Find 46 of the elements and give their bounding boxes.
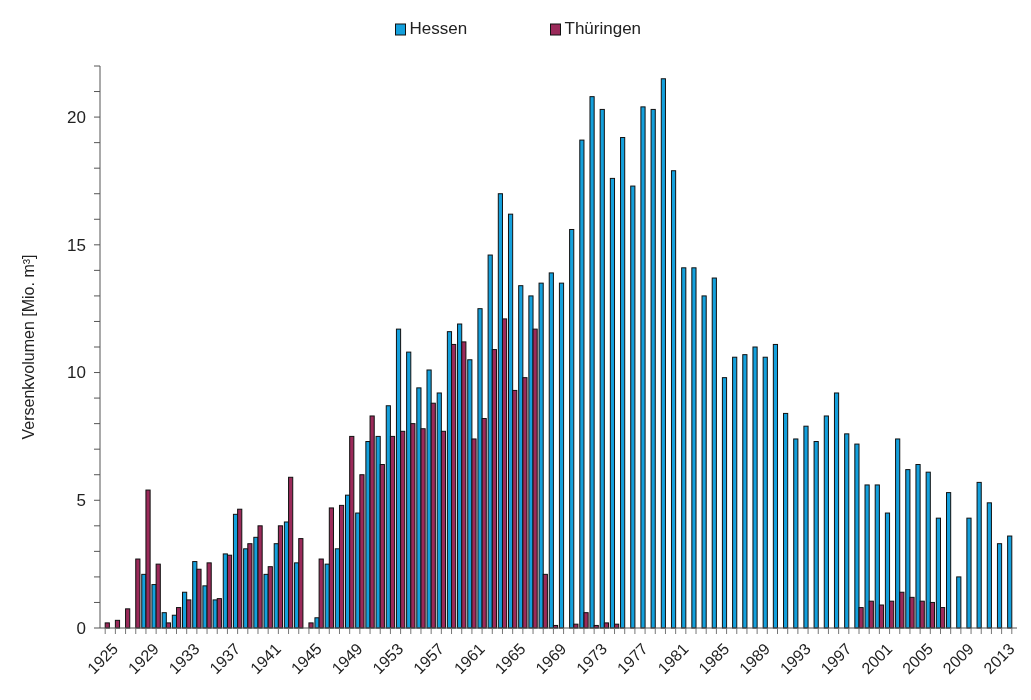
bar bbox=[135, 558, 141, 629]
bar bbox=[996, 543, 1003, 629]
bar bbox=[125, 608, 131, 629]
y-tick-label: 0 bbox=[76, 618, 86, 638]
bar bbox=[630, 185, 636, 629]
bar bbox=[966, 517, 972, 629]
bar bbox=[854, 443, 860, 629]
bar bbox=[833, 392, 840, 629]
bar bbox=[145, 489, 151, 629]
bar bbox=[237, 508, 243, 629]
bar bbox=[986, 502, 992, 629]
bar bbox=[691, 267, 697, 629]
bar bbox=[752, 346, 758, 629]
bar bbox=[956, 576, 962, 629]
bar bbox=[349, 435, 355, 629]
bar bbox=[701, 295, 707, 629]
y-tick-label: 5 bbox=[76, 491, 86, 511]
bar bbox=[732, 356, 738, 629]
bar bbox=[681, 267, 687, 629]
bar bbox=[1007, 535, 1013, 629]
bar bbox=[793, 438, 799, 629]
bar bbox=[823, 415, 829, 629]
y-tick-label: 15 bbox=[67, 235, 86, 255]
bar bbox=[650, 108, 656, 629]
bar bbox=[742, 354, 748, 629]
legend-label: Hessen bbox=[409, 19, 468, 38]
bar bbox=[772, 343, 779, 629]
bar bbox=[711, 277, 717, 629]
bar bbox=[762, 356, 768, 629]
legend-label: Thüringen bbox=[564, 19, 642, 38]
bar bbox=[569, 228, 575, 629]
bar bbox=[783, 412, 789, 629]
bar bbox=[803, 425, 809, 629]
bar bbox=[670, 170, 677, 629]
bar bbox=[298, 538, 304, 629]
y-axis-title: Versenkvolumen [Mio. m³] bbox=[20, 254, 37, 440]
bar bbox=[721, 377, 728, 629]
y-tick-label: 10 bbox=[67, 363, 86, 383]
y-tick-label: 20 bbox=[67, 108, 86, 128]
bar bbox=[660, 78, 666, 629]
bar bbox=[976, 481, 982, 629]
bar bbox=[813, 441, 819, 629]
bar bbox=[844, 433, 850, 629]
bar bbox=[640, 106, 646, 629]
bar bbox=[277, 525, 284, 629]
bar bbox=[288, 476, 294, 629]
